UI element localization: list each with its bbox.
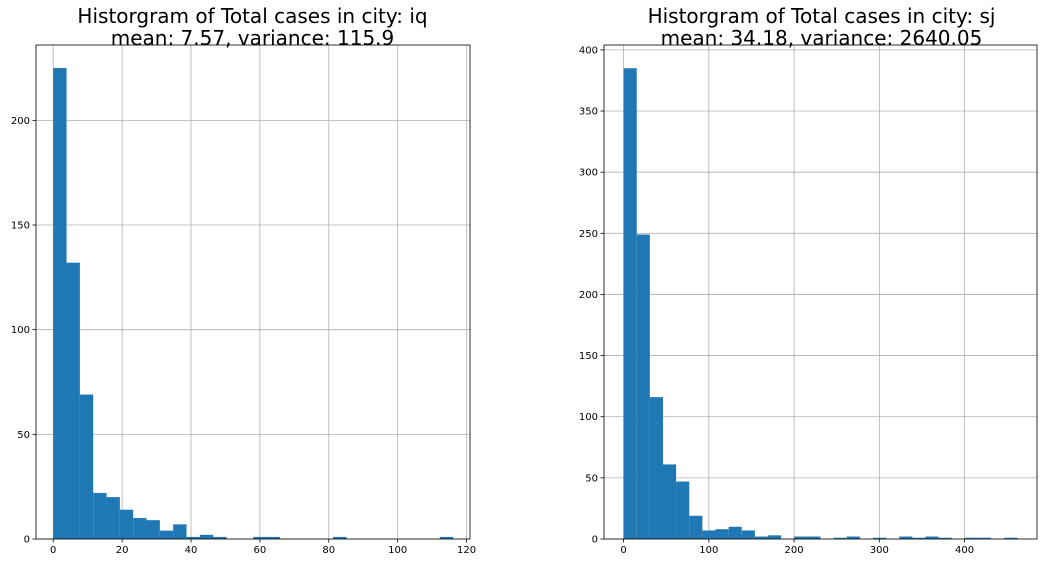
histogram-bar [186,536,200,539]
histogram-bar [266,536,280,539]
histogram-bar [199,534,214,539]
plot-area-sj: 0 100 200 300 400 0 50 100 150 200 250 300 350 400 [579,44,1038,556]
histogram-bar [79,394,94,539]
histogram-bar [1004,537,1018,539]
histogram-bar [676,481,690,539]
histogram-bar [754,536,768,539]
x-tick-label: 60 [254,545,267,556]
histogram-bar [912,537,926,539]
histogram-bar [662,464,677,539]
x-tick-label: 100 [388,545,407,556]
y-tick-label: 350 [579,107,598,118]
y-tick-label: 300 [579,168,598,179]
y-tick-label: 200 [11,116,30,127]
histogram-bar [807,536,821,539]
x-tick-label: 200 [785,545,804,556]
x-tick-label: 120 [457,545,476,556]
histogram-bar [146,520,160,539]
chart-title-iq-line1: Historgram of Total cases in city: iq [77,4,428,28]
chart-title-iq-line2: mean: 7.57, variance: 115.9 [110,26,395,50]
histogram-bar [649,397,663,539]
x-tick-label: 80 [322,545,335,556]
histogram-bar [715,529,729,539]
x-tick-label: 40 [185,545,198,556]
y-tick-label: 150 [579,351,598,362]
histogram-bar [833,537,847,539]
plot-area-iq: 0 20 40 60 80 100 120 0 50 100 150 200 [11,44,476,556]
chart-title-sj: Historgram of Total cases in city: sj me… [604,5,1039,49]
histogram-bar [938,537,952,539]
histogram-bar [173,524,187,539]
histogram-bar [213,536,227,539]
x-tick-label: 20 [116,545,129,556]
histogram-bar [964,537,979,539]
histogram-bar [623,68,637,540]
y-tick-label: 100 [579,412,598,423]
histogram-bar [899,536,913,539]
chart-title-sj-line2: mean: 34.18, variance: 2640.05 [660,26,983,50]
histogram-bar [702,530,716,539]
histogram-bar [978,537,992,539]
x-tick-label: 300 [870,545,889,556]
histogram-bar [741,530,755,539]
histogram-bar [93,492,107,539]
histogram-bar [333,536,347,539]
x-tick-label: 400 [955,545,974,556]
histogram-bar [439,536,454,539]
y-tick-label: 250 [579,229,598,240]
histogram-bar [846,536,860,539]
histogram-bar [873,537,887,539]
y-tick-label: 150 [11,221,30,232]
y-tick-label: 0 [24,535,30,546]
y-tick-label: 50 [17,430,30,441]
histogram-bar [106,497,120,539]
histogram-bar [925,536,939,539]
chart-title-iq: Historgram of Total cases in city: iq me… [35,5,470,49]
histogram-bar [159,530,174,539]
y-tick-label: 400 [579,45,598,56]
histogram-bar [728,526,742,539]
histogram-bar [119,509,134,539]
histogram-bar [767,535,782,539]
axes-frame [603,44,1038,540]
histogram-bar [689,515,703,539]
x-tick-label: 0 [50,545,56,556]
histogram-bar [133,518,147,539]
histogram-bar [253,536,267,539]
histogram-bar [53,68,67,539]
chart-title-sj-line1: Historgram of Total cases in city: sj [647,4,996,28]
x-tick-label: 100 [699,545,718,556]
y-tick-label: 200 [579,290,598,301]
histogram-bar [636,234,650,539]
axes-frame [35,44,471,540]
x-tick-label: 0 [620,545,626,556]
histogram-bar [794,536,808,539]
y-tick-label: 50 [585,473,598,484]
y-tick-label: 0 [592,535,598,546]
histogram-bar [66,262,80,539]
y-tick-label: 100 [11,325,30,336]
